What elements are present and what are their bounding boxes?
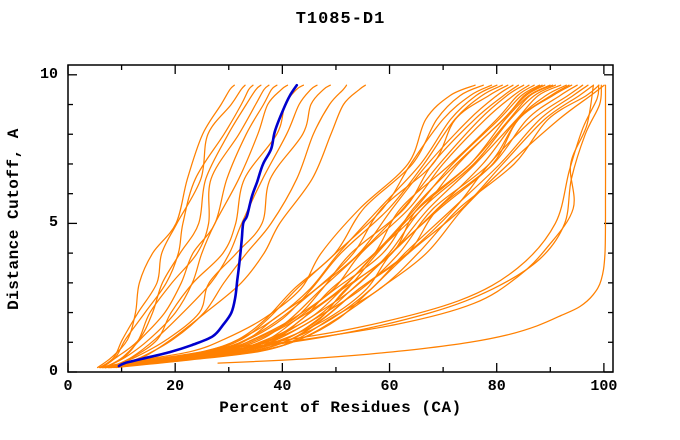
model-curve bbox=[116, 84, 602, 367]
model-curve bbox=[103, 84, 573, 369]
x-axis-label: Percent of Residues (CA) bbox=[219, 399, 462, 417]
chart-title: T1085-D1 bbox=[295, 10, 386, 29]
x-tick-label: 40 bbox=[273, 378, 292, 395]
y-tick-label: 10 bbox=[39, 65, 58, 83]
model-curve bbox=[110, 84, 318, 369]
model-curve bbox=[217, 84, 607, 364]
model-curve bbox=[109, 84, 595, 367]
x-tick-label: 100 bbox=[590, 378, 618, 395]
model-curve bbox=[110, 84, 605, 369]
x-tick-label: 80 bbox=[487, 378, 506, 395]
model-curve bbox=[105, 84, 509, 369]
model-curve bbox=[113, 84, 348, 369]
model-curve bbox=[116, 84, 366, 369]
model-curve bbox=[101, 84, 546, 369]
model-curve bbox=[101, 84, 535, 369]
x-tick-label: 20 bbox=[166, 378, 185, 395]
model-curve bbox=[104, 84, 278, 369]
model-curve bbox=[107, 84, 570, 369]
model-curve bbox=[101, 84, 254, 369]
best-model-curve bbox=[117, 83, 299, 368]
model-curve bbox=[99, 84, 262, 369]
model-curve bbox=[98, 84, 476, 369]
model-curve bbox=[107, 84, 589, 369]
model-curve bbox=[100, 84, 246, 369]
model-curve bbox=[104, 84, 498, 369]
x-tick-label: 0 bbox=[63, 378, 73, 395]
plot-frame bbox=[67, 64, 614, 373]
model-curve bbox=[104, 84, 289, 369]
y-tick-label: 5 bbox=[48, 214, 58, 232]
model-curve bbox=[105, 84, 600, 369]
model-curve bbox=[96, 84, 235, 369]
model-curve bbox=[109, 84, 331, 369]
x-tick-label: 60 bbox=[380, 378, 399, 395]
y-tick-label: 0 bbox=[48, 363, 58, 380]
